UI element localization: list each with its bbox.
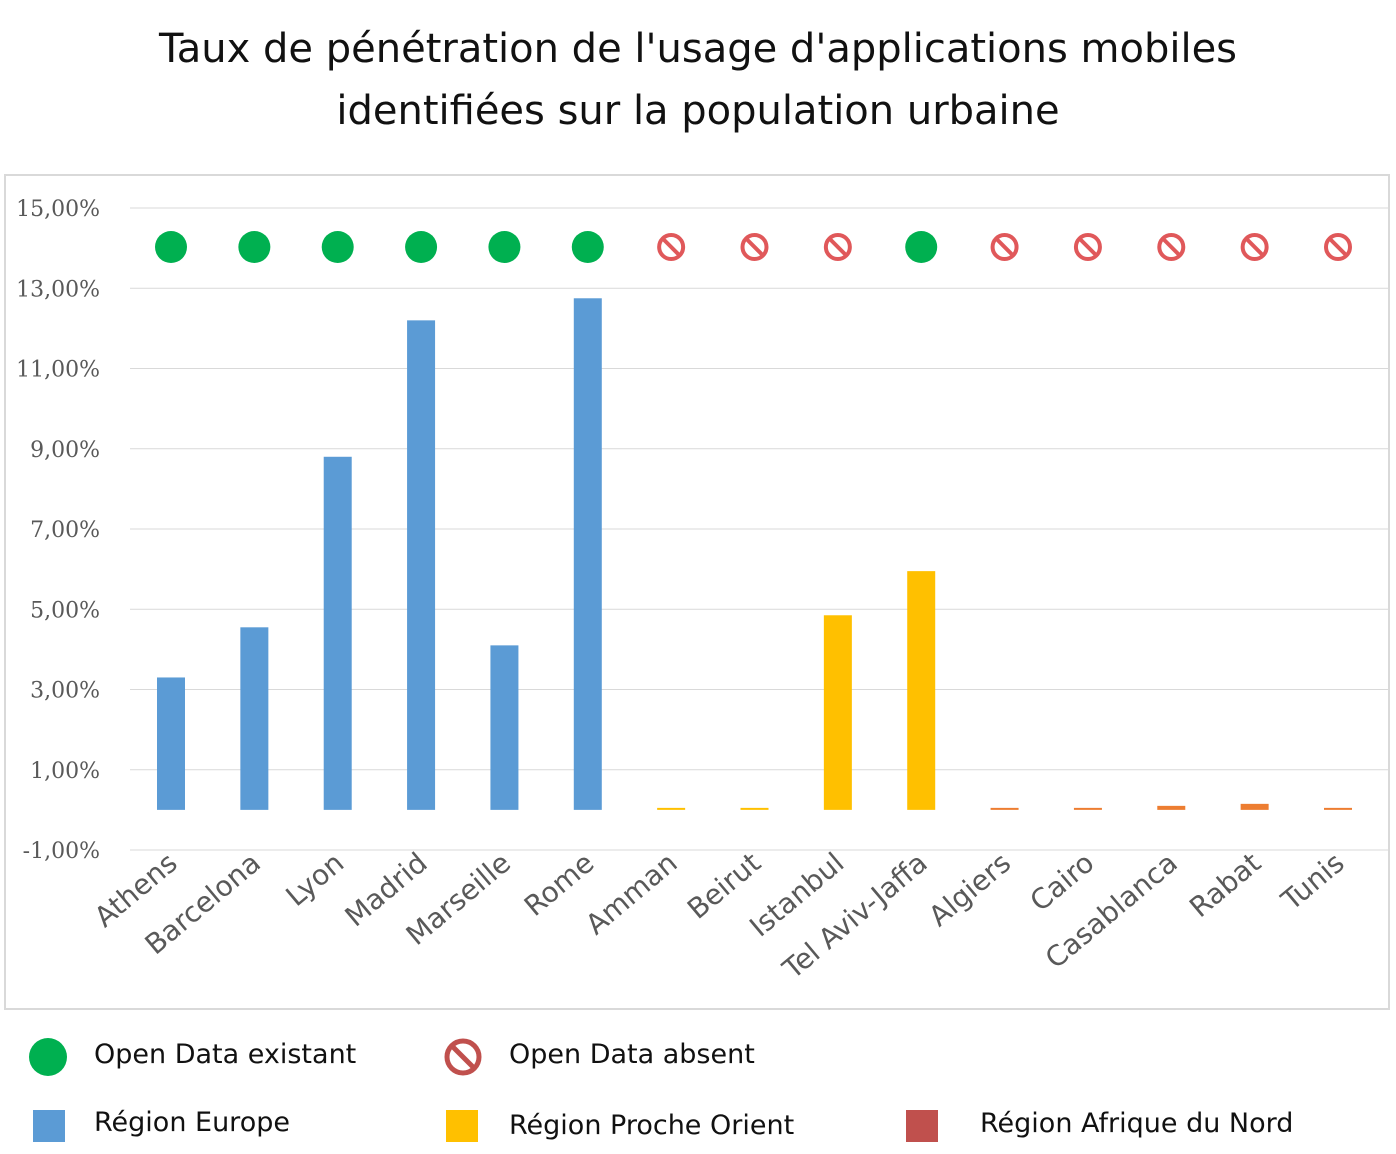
bar <box>740 807 769 810</box>
bar <box>990 807 1019 810</box>
open-data-absent-icon <box>740 233 769 261</box>
open-data-absent-icon <box>1324 233 1352 261</box>
open-data-absent-icon <box>823 233 852 261</box>
bar <box>823 615 852 810</box>
bar <box>240 627 269 810</box>
legend-open-data-exists: Open Data existant <box>94 1039 356 1070</box>
no-entry-slash <box>1245 237 1265 257</box>
y-tick-label: 11,00% <box>16 358 100 383</box>
legend-proche-orient-swatch <box>446 1110 478 1142</box>
no-entry-ring <box>1240 233 1269 261</box>
bar <box>573 298 602 810</box>
bar <box>1240 803 1269 810</box>
legend-open-data-absent-icon <box>444 1038 482 1076</box>
x-tick-label: Algiers <box>922 846 1017 933</box>
open-data-existant-icon <box>238 231 271 263</box>
y-tick-label: -1,00% <box>23 839 100 864</box>
chart-frame <box>4 174 1390 1010</box>
no-entry-slash <box>995 237 1014 257</box>
x-tick-label: Rabat <box>1183 846 1267 924</box>
open-data-absent-icon <box>657 233 686 261</box>
no-entry-ring <box>657 233 686 261</box>
no-entry-slash <box>1078 237 1098 257</box>
chart-title-line-1: Taux de pénétration de l'usage d'applica… <box>158 26 1238 72</box>
bar <box>1324 807 1352 810</box>
bar <box>407 320 436 810</box>
y-tick-label: 15,00% <box>16 197 100 222</box>
y-tick-label: 9,00% <box>30 438 100 463</box>
chart-title-line-2: identifiées sur la population urbaine <box>336 88 1060 134</box>
no-entry-ring <box>1073 233 1102 261</box>
legend-open-data-absent: Open Data absent <box>509 1039 755 1070</box>
x-tick-label: Lyon <box>280 846 351 913</box>
open-data-existant-icon <box>321 231 354 263</box>
x-tick-label: Tunis <box>1274 846 1350 917</box>
no-entry-slash <box>1328 237 1348 257</box>
legend-proche-orient-label: Région Proche Orient <box>509 1110 795 1141</box>
bar <box>490 645 519 810</box>
bar <box>1157 805 1186 810</box>
open-data-absent-icon <box>1157 233 1186 261</box>
bar <box>1073 807 1102 810</box>
no-entry-slash <box>1161 237 1181 257</box>
no-entry-slash <box>828 237 848 257</box>
y-tick-label: 3,00% <box>30 679 100 704</box>
legend-open-data-exists-icon <box>29 1038 67 1076</box>
open-data-absent-icon <box>1073 233 1102 261</box>
no-entry-ring <box>823 233 852 261</box>
legend-afrique-nord-swatch <box>906 1110 938 1142</box>
legend-europe: Région Europe <box>94 1107 290 1138</box>
open-data-existant-icon <box>155 231 187 263</box>
legend-europe-swatch <box>33 1110 65 1142</box>
legend-open-data-exists-label: Open Data existant <box>94 1039 357 1070</box>
bar <box>157 677 185 810</box>
no-entry-ring <box>1324 233 1352 261</box>
y-tick-label: 1,00% <box>30 759 100 784</box>
open-data-existant-icon <box>571 231 604 263</box>
no-entry-slash <box>745 237 764 257</box>
legend-afrique-nord-label: Région Afrique du Nord <box>980 1108 1294 1139</box>
legend-europe-label: Région Europe <box>94 1107 290 1138</box>
bar <box>907 571 936 810</box>
y-tick-label: 7,00% <box>30 518 100 543</box>
open-data-existant-icon <box>405 231 438 263</box>
bar <box>323 456 352 810</box>
open-data-absent-icon <box>1240 233 1269 261</box>
open-data-existant-icon <box>488 231 521 263</box>
no-entry-ring <box>1157 233 1186 261</box>
no-entry-ring <box>740 233 769 261</box>
no-entry-ring <box>990 233 1019 261</box>
x-tick-label: Tel Aviv-Jaffa <box>776 846 934 986</box>
legend-afrique-nord: Région Afrique du Nord <box>980 1108 1293 1139</box>
open-data-existant-icon <box>905 231 938 263</box>
x-tick-label: Amman <box>579 846 683 941</box>
y-tick-label: 5,00% <box>30 598 100 623</box>
open-data-absent-icon <box>990 233 1019 261</box>
bar <box>657 807 686 810</box>
legend-proche-orient: Région Proche Orient <box>509 1110 794 1141</box>
y-tick-label: 13,00% <box>16 277 100 302</box>
chart-title: Taux de pénétration de l'usage d'applica… <box>0 18 1396 142</box>
no-entry-slash <box>661 237 681 257</box>
legend-open-data-absent-label: Open Data absent <box>509 1039 755 1070</box>
